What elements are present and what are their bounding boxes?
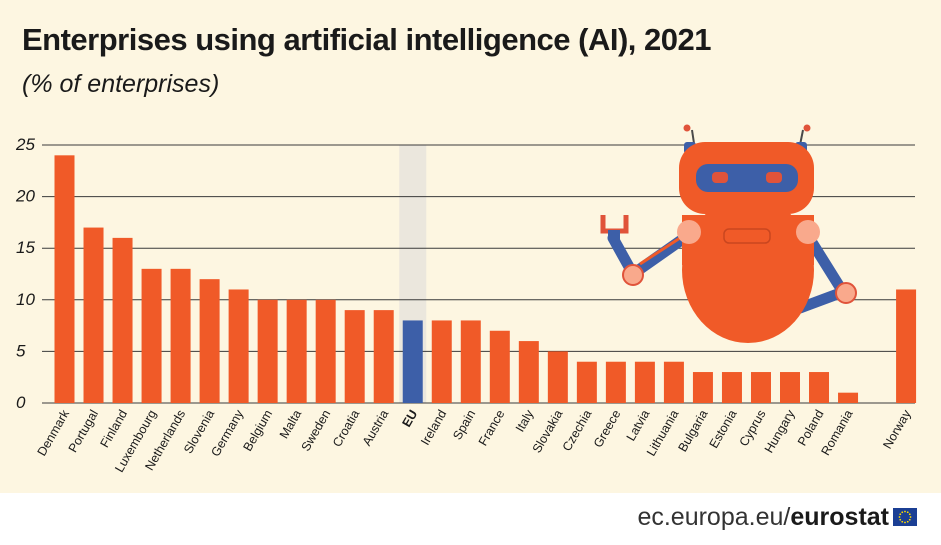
x-tick-label: Latvia [624, 407, 653, 443]
bar-spain [460, 320, 481, 403]
bar-netherlands [170, 268, 191, 403]
x-tick-label: Estonia [707, 407, 740, 450]
footer-site: ec.europa.eu/ [637, 503, 791, 531]
x-tick-label: Italy [513, 407, 537, 435]
y-tick-label: 25 [15, 135, 35, 154]
x-tick-label: Spain [450, 407, 478, 442]
bar-malta [286, 299, 307, 403]
bar-romania [838, 392, 859, 403]
y-tick-label: 0 [16, 393, 26, 412]
x-tick-label: Poland [795, 407, 827, 448]
bar-denmark [54, 155, 75, 403]
bar-austria [373, 310, 394, 403]
bar-italy [518, 341, 539, 403]
x-tick-label: EU [400, 408, 421, 430]
bar-latvia [634, 361, 655, 403]
x-tick-label: Austria [360, 407, 392, 448]
bar-estonia [721, 372, 742, 403]
x-tick-label: France [476, 407, 508, 448]
bar-czechia [576, 361, 597, 403]
chart-title: Enterprises using artificial intelligenc… [22, 22, 711, 57]
bar-norway [896, 289, 917, 403]
bar-belgium [257, 299, 278, 403]
x-tick-label: Cyprus [737, 408, 769, 449]
x-tick-label: Malta [277, 407, 304, 441]
bar-greece [605, 361, 626, 403]
bar-france [489, 330, 510, 403]
y-tick-label: 15 [16, 238, 35, 257]
y-tick-label: 20 [15, 187, 35, 206]
bar-lithuania [663, 361, 684, 403]
bar-slovakia [547, 351, 568, 403]
bar-slovenia [199, 279, 220, 403]
x-tick-label: Norway [880, 407, 914, 451]
x-tick-label: Denmark [35, 407, 73, 459]
bar-portugal [83, 227, 104, 403]
bar-luxembourg [141, 268, 162, 403]
bar-ireland [431, 320, 452, 403]
x-tick-label: Ireland [418, 407, 449, 447]
x-tick-label: Greece [591, 407, 624, 450]
bar-hungary [780, 372, 800, 403]
robot-illustration [600, 124, 857, 343]
y-tick-label: 5 [16, 341, 26, 360]
bar-eu [402, 320, 423, 403]
eu-flag-icon [893, 508, 917, 526]
bar-bulgaria [692, 372, 713, 403]
bar-finland [112, 237, 133, 403]
source-footer: ec.europa.eu/eurostat [637, 503, 889, 532]
bar-germany [228, 289, 249, 403]
footer-brand: eurostat [790, 503, 889, 531]
bar-cyprus [750, 372, 771, 403]
bar-croatia [344, 310, 365, 403]
x-tick-label: Croatia [330, 407, 362, 449]
y-tick-label: 10 [16, 290, 35, 309]
bar-poland [809, 372, 830, 403]
bar-sweden [315, 299, 336, 403]
chart-subtitle: (% of enterprises) [22, 70, 220, 98]
